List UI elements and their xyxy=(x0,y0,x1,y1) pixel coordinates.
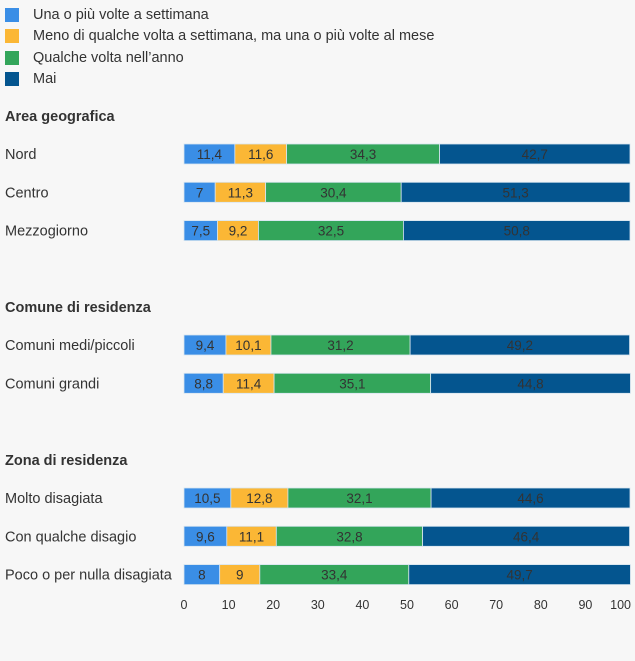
group-title: Comune di residenza xyxy=(5,300,152,316)
x-tick-label: 100 xyxy=(610,598,631,612)
value-label: 8 xyxy=(198,568,206,583)
value-label: 44,6 xyxy=(517,491,543,506)
value-label: 11,4 xyxy=(236,376,262,391)
value-label: 49,2 xyxy=(507,338,533,353)
value-label: 46,4 xyxy=(513,529,540,544)
value-label: 32,1 xyxy=(346,491,372,506)
bar-segment[interactable] xyxy=(439,143,631,165)
bar-segment[interactable] xyxy=(403,220,631,242)
category-label: Molto disagiata xyxy=(5,491,103,507)
legend-swatch xyxy=(5,72,19,87)
x-tick-label: 70 xyxy=(489,598,503,612)
bar-segment[interactable] xyxy=(400,181,631,203)
value-label: 10,5 xyxy=(194,491,220,506)
bar-segment[interactable] xyxy=(422,525,630,547)
bar-segment[interactable] xyxy=(430,487,631,509)
legend-item[interactable]: Meno di qualche volta a settimana, ma un… xyxy=(5,26,434,48)
x-tick-label: 30 xyxy=(311,598,325,612)
category-label: Mezzogiorno xyxy=(5,224,88,240)
category-label: Comuni medi/piccoli xyxy=(5,338,135,354)
value-label: 32,5 xyxy=(318,224,344,239)
legend-item[interactable]: Una o più volte a settimana xyxy=(5,4,434,26)
value-label: 33,4 xyxy=(321,568,348,583)
legend: Una o più volte a settimana Meno di qual… xyxy=(5,4,434,90)
category-label: Con qualche disagio xyxy=(5,529,136,545)
value-label: 7 xyxy=(196,185,204,200)
value-label: 8,8 xyxy=(194,376,213,391)
value-label: 9,6 xyxy=(196,529,215,544)
value-label: 32,8 xyxy=(336,529,362,544)
value-label: 9,4 xyxy=(196,338,215,353)
legend-item[interactable]: Qualche volta nell’anno xyxy=(5,47,434,69)
value-label: 49,7 xyxy=(506,568,532,583)
value-label: 42,7 xyxy=(522,147,548,162)
value-label: 11,4 xyxy=(197,147,223,162)
category-label: Nord xyxy=(5,147,36,163)
value-label: 30,4 xyxy=(320,185,347,200)
value-label: 34,3 xyxy=(350,147,376,162)
x-tick-label: 10 xyxy=(222,598,236,612)
value-label: 12,8 xyxy=(246,491,272,506)
value-label: 51,3 xyxy=(502,185,528,200)
value-label: 31,2 xyxy=(327,338,353,353)
category-label: Centro xyxy=(5,185,49,201)
legend-label: Una o più volte a settimana xyxy=(33,6,209,23)
category-label: Poco o per nulla disagiata xyxy=(5,568,173,584)
value-label: 11,1 xyxy=(239,529,264,544)
x-tick-label: 60 xyxy=(445,598,459,612)
x-tick-label: 50 xyxy=(400,598,414,612)
bar-segment[interactable] xyxy=(430,372,631,394)
value-label: 7,5 xyxy=(191,224,210,239)
value-label: 50,8 xyxy=(504,224,530,239)
value-label: 44,8 xyxy=(517,376,543,391)
category-label: Comuni grandi xyxy=(5,376,99,392)
x-tick-label: 90 xyxy=(578,598,592,612)
x-tick-label: 20 xyxy=(266,598,280,612)
x-tick-label: 0 xyxy=(181,598,188,612)
legend-swatch xyxy=(5,50,19,65)
x-tick-label: 80 xyxy=(534,598,548,612)
group-title: Area geografica xyxy=(5,109,116,125)
value-label: 9 xyxy=(236,568,244,583)
value-label: 11,3 xyxy=(228,185,253,200)
legend-item[interactable]: Mai xyxy=(5,69,434,91)
legend-swatch xyxy=(5,7,19,22)
legend-label: Qualche volta nell’anno xyxy=(33,49,184,66)
bar-segment[interactable] xyxy=(408,564,631,585)
bar-segment[interactable] xyxy=(409,334,630,356)
legend-label: Meno di qualche volta a settimana, ma un… xyxy=(33,28,435,45)
value-label: 10,1 xyxy=(235,338,261,353)
group-title: Zona di residenza xyxy=(5,453,128,469)
x-tick-label: 40 xyxy=(355,598,369,612)
value-label: 35,1 xyxy=(339,376,365,391)
value-label: 9,2 xyxy=(229,224,248,239)
legend-swatch xyxy=(5,29,19,44)
value-label: 11,6 xyxy=(248,147,273,162)
legend-label: Mai xyxy=(33,71,57,88)
